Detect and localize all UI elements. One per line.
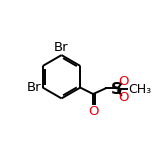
Text: S: S bbox=[111, 82, 122, 97]
Text: O: O bbox=[89, 105, 99, 118]
Text: Br: Br bbox=[27, 81, 42, 94]
Text: O: O bbox=[118, 75, 129, 88]
Text: Br: Br bbox=[54, 41, 69, 54]
Text: O: O bbox=[118, 91, 129, 104]
Text: CH₃: CH₃ bbox=[128, 83, 151, 96]
